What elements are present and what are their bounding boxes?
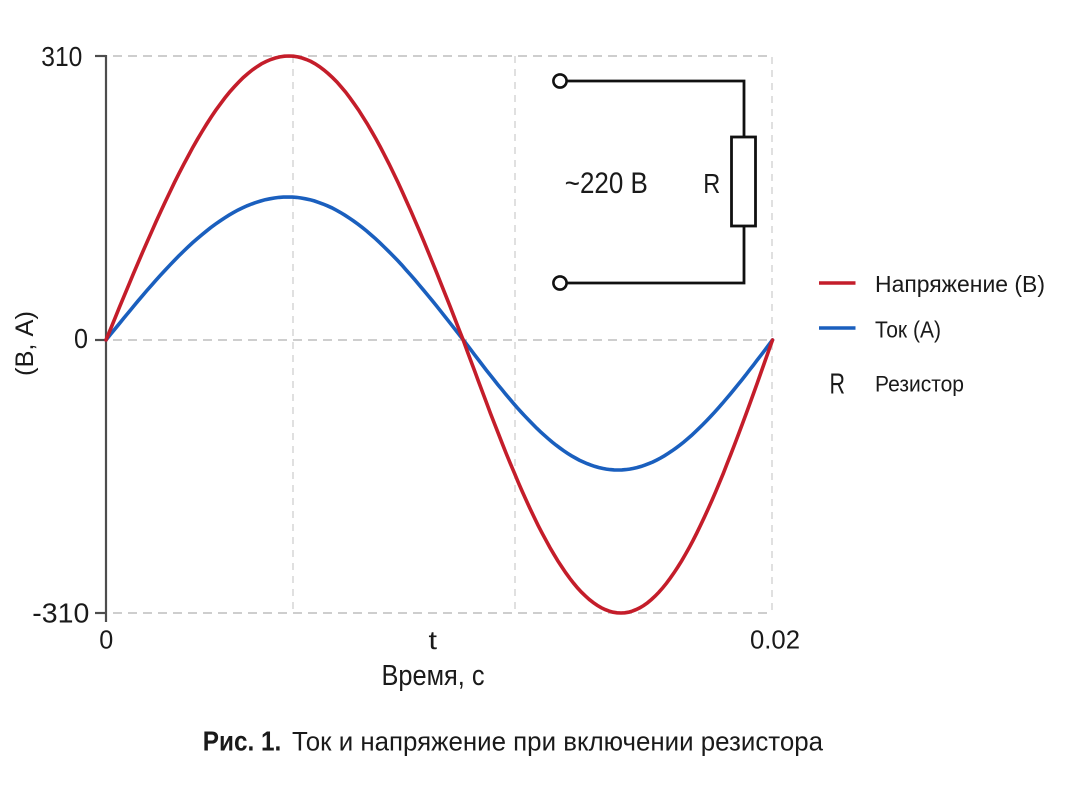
svg-text:Напряжение (В): Напряжение (В) (875, 271, 1045, 297)
svg-text:0: 0 (99, 625, 113, 655)
svg-text:Резистор: Резистор (875, 372, 964, 397)
svg-text:R: R (830, 368, 846, 400)
svg-text:Время, с: Время, с (382, 660, 485, 692)
svg-text:Ток (А): Ток (А) (875, 317, 941, 343)
svg-text:(В, А): (В, А) (11, 311, 39, 376)
svg-text:Ток и напряжение при включении: Ток и напряжение при включении резистора (292, 727, 824, 757)
svg-text:Рис. 1.: Рис. 1. (203, 726, 281, 757)
svg-text:0.02: 0.02 (750, 625, 800, 655)
svg-text:0: 0 (74, 323, 88, 354)
svg-text:R: R (703, 168, 720, 199)
svg-text:310: 310 (41, 41, 82, 72)
svg-text:t: t (429, 625, 438, 655)
svg-text:~220 В: ~220 В (565, 167, 648, 200)
svg-text:-310: -310 (32, 598, 89, 629)
